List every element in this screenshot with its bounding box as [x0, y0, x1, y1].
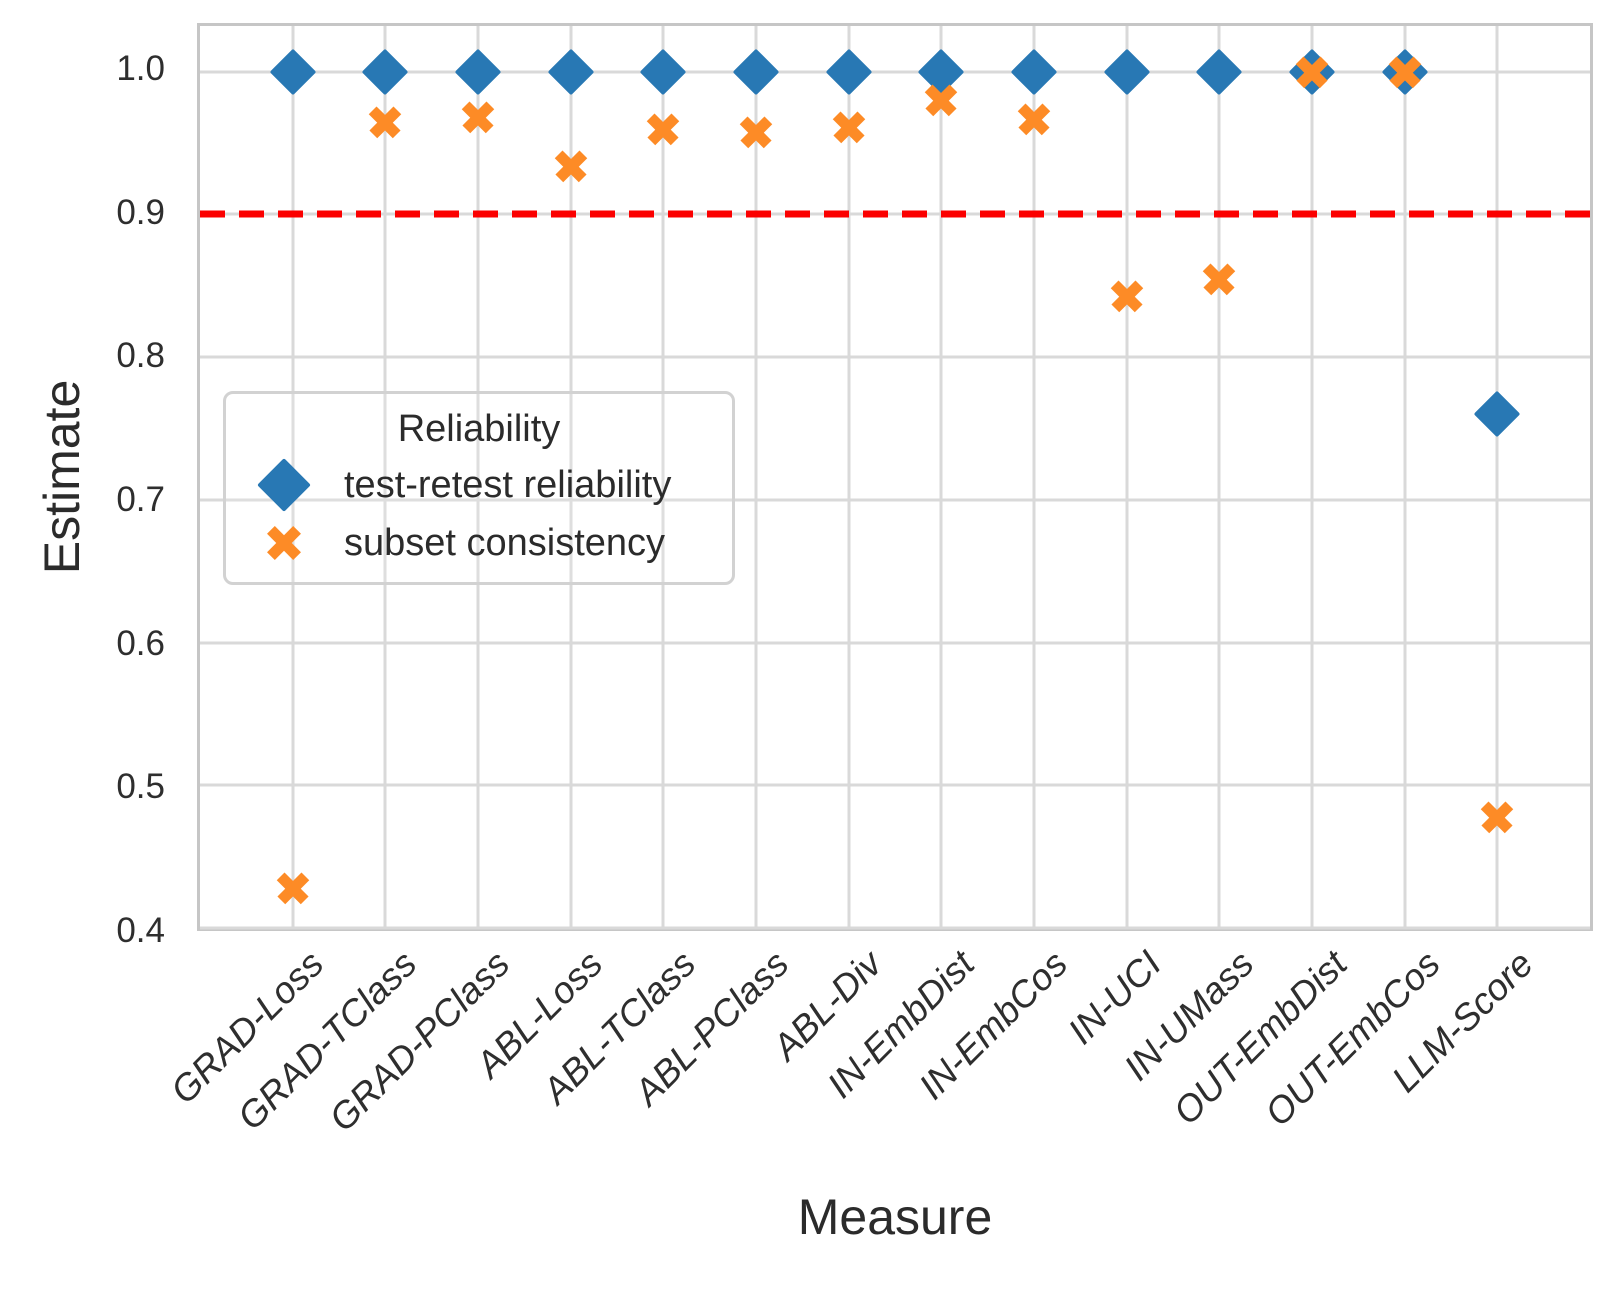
gridline-vertical	[383, 26, 387, 928]
y-tick-label: 0.4	[116, 911, 165, 950]
marker-diamond-ABL-PClass	[732, 48, 780, 95]
marker-x-IN-EmbCos	[1010, 95, 1058, 143]
diamond-icon	[257, 458, 311, 512]
gridline-horizontal	[200, 783, 1590, 787]
marker-x-GRAD-Loss	[269, 864, 317, 912]
gridline-horizontal	[200, 641, 1590, 645]
marker-diamond-IN-UCI	[1103, 48, 1150, 95]
y-axis-ticks: 1.0 0.9 0.8 0.7 0.6 0.5 0.4	[0, 23, 181, 950]
legend-item-label: subset consistency	[344, 521, 666, 564]
legend-title: Reliability	[397, 408, 561, 450]
y-tick-label: 0.5	[116, 767, 165, 807]
y-tick-label: 0.6	[116, 623, 165, 663]
gridline-vertical	[1032, 26, 1036, 928]
y-tick-label: 1.0	[116, 48, 165, 88]
marker-x-ABL-TClass	[639, 105, 687, 153]
marker-x-IN-UMass	[1195, 255, 1243, 303]
marker-x-IN-EmbDist	[917, 76, 965, 124]
marker-x-GRAD-TClass	[361, 98, 409, 146]
gridline-vertical	[1403, 26, 1407, 928]
marker-diamond-ABL-Loss	[547, 48, 594, 95]
gridline-vertical	[1310, 26, 1314, 928]
gridline-horizontal	[200, 498, 1590, 502]
y-tick-label: 0.9	[116, 192, 165, 232]
x-axis-label: Measure	[797, 1189, 993, 1245]
legend-item-test-retest: test-retest reliability	[226, 456, 732, 514]
y-tick-label: 0.7	[116, 479, 165, 519]
plot-area: Reliability test-retest reliability subs…	[197, 23, 1593, 931]
marker-diamond-GRAD-Loss	[269, 48, 316, 95]
y-tick-label: 0.8	[116, 336, 165, 376]
marker-x-GRAD-PClass	[454, 93, 502, 141]
gridline-vertical	[939, 26, 943, 928]
gridline-vertical	[569, 26, 573, 928]
marker-diamond-IN-UMass	[1195, 48, 1243, 95]
marker-x-ABL-PClass	[732, 108, 780, 156]
x-icon	[258, 517, 310, 569]
gridline-vertical	[847, 26, 851, 928]
gridline-vertical	[1495, 26, 1499, 928]
marker-diamond-LLM-Score	[1473, 390, 1521, 438]
marker-diamond-ABL-TClass	[639, 48, 687, 95]
marker-x-ABL-Loss	[547, 142, 595, 190]
gridline-horizontal	[200, 70, 1590, 74]
gridline-horizontal	[200, 926, 1590, 930]
gridline-vertical	[661, 26, 665, 928]
legend: Reliability test-retest reliability subs…	[223, 391, 735, 585]
reference-line	[200, 210, 1590, 218]
marker-diamond-GRAD-PClass	[454, 48, 502, 95]
marker-diamond-IN-EmbCos	[1010, 48, 1058, 95]
marker-diamond-GRAD-TClass	[361, 48, 409, 95]
gridline-vertical	[1217, 26, 1221, 928]
marker-x-LLM-Score	[1473, 793, 1521, 841]
gridline-vertical	[1125, 26, 1129, 928]
gridline-horizontal	[200, 355, 1590, 359]
gridline-vertical	[754, 26, 758, 928]
marker-x-IN-UCI	[1103, 272, 1151, 320]
legend-item-label: test-retest reliability	[344, 463, 672, 506]
legend-item-subset: subset consistency	[226, 514, 732, 572]
marker-x-OUT-EmbCos	[1381, 48, 1429, 96]
marker-x-ABL-Div	[825, 103, 873, 151]
marker-diamond-ABL-Div	[825, 48, 872, 95]
gridline-vertical	[476, 26, 480, 928]
marker-x-OUT-EmbDist	[1288, 48, 1336, 96]
